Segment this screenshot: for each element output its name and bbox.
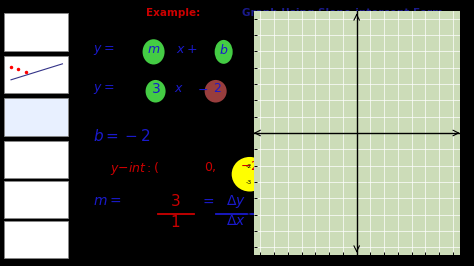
Text: $y = $: $y = $ xyxy=(93,82,115,97)
Text: $\Delta x$: $\Delta x$ xyxy=(226,214,246,228)
FancyBboxPatch shape xyxy=(4,98,68,136)
Text: $m$: $m$ xyxy=(147,43,160,56)
Text: $\Delta y$: $\Delta y$ xyxy=(226,193,246,210)
Text: $b = -2$: $b = -2$ xyxy=(93,128,151,144)
FancyBboxPatch shape xyxy=(4,141,68,178)
Text: $y\mathit{-int}: ($: $y\mathit{-int}: ($ xyxy=(109,160,159,177)
Text: $x +$: $x +$ xyxy=(175,43,197,56)
Text: $-2$: $-2$ xyxy=(240,160,259,173)
Ellipse shape xyxy=(143,39,164,65)
Text: Graph Using Slope-intercept Form: Graph Using Slope-intercept Form xyxy=(242,8,443,18)
Ellipse shape xyxy=(146,80,165,103)
Text: $-$: $-$ xyxy=(197,82,208,95)
Text: $0,$: $0,$ xyxy=(204,160,216,174)
Text: Example:: Example: xyxy=(146,8,200,18)
Ellipse shape xyxy=(215,40,233,64)
FancyBboxPatch shape xyxy=(4,56,68,93)
Text: $m =$: $m =$ xyxy=(93,194,122,208)
Text: $b$: $b$ xyxy=(219,43,228,57)
Text: $\mathit{run}$: $\mathit{run}$ xyxy=(283,214,308,228)
Text: $2$: $2$ xyxy=(213,82,222,95)
Text: $3$: $3$ xyxy=(151,82,160,97)
Text: $3$: $3$ xyxy=(170,193,181,209)
Ellipse shape xyxy=(232,157,268,192)
Text: $=$: $=$ xyxy=(200,194,214,208)
Text: $=$: $=$ xyxy=(261,194,276,208)
Text: $y = $: $y = $ xyxy=(93,43,115,57)
Text: $\mathit{rise}$: $\mathit{rise}$ xyxy=(283,193,309,208)
FancyBboxPatch shape xyxy=(4,13,68,51)
FancyBboxPatch shape xyxy=(4,181,68,218)
Text: $1$: $1$ xyxy=(171,214,181,230)
FancyBboxPatch shape xyxy=(4,221,68,258)
Ellipse shape xyxy=(205,80,227,103)
Text: $x$: $x$ xyxy=(173,82,183,95)
Text: $)$: $)$ xyxy=(271,160,277,174)
